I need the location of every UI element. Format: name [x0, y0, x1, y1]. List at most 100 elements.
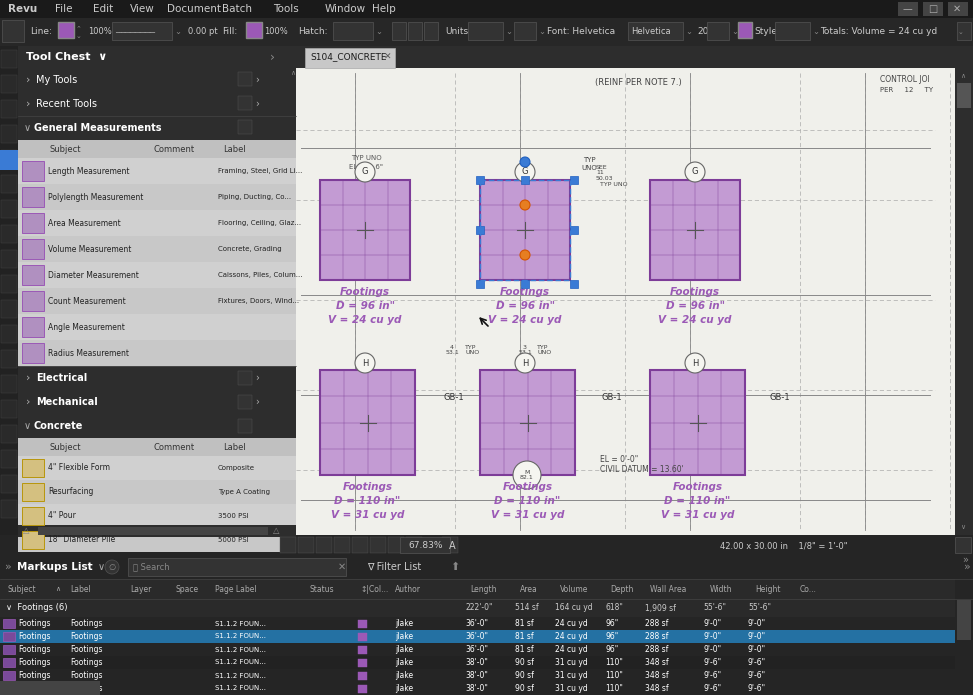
Text: 3
53.1: 3 53.1: [519, 345, 532, 355]
Text: ∅: ∅: [108, 562, 116, 571]
Bar: [18, 366, 296, 390]
Bar: [400, 537, 450, 553]
Text: 90 sf: 90 sf: [515, 658, 534, 667]
Text: 288 sf: 288 sf: [645, 632, 668, 641]
Text: Width: Width: [710, 584, 733, 594]
Bar: [320, 370, 415, 475]
Bar: [1, 450, 17, 468]
Text: Revu: Revu: [8, 4, 37, 14]
Bar: [296, 46, 973, 68]
Bar: [476, 280, 484, 288]
Text: 348 sf: 348 sf: [645, 671, 668, 680]
Bar: [18, 262, 296, 288]
Text: ✕: ✕: [384, 53, 391, 61]
Bar: [298, 537, 314, 553]
Text: ⌄: ⌄: [958, 29, 964, 35]
Bar: [305, 48, 395, 68]
Bar: [296, 68, 955, 535]
Text: Footings: Footings: [670, 287, 720, 297]
Text: 67.83%: 67.83%: [409, 541, 444, 550]
Text: Footings: Footings: [70, 658, 102, 667]
Bar: [18, 210, 296, 236]
Bar: [0, 630, 955, 643]
Bar: [358, 672, 367, 680]
Text: D = 110 in": D = 110 in": [494, 496, 560, 506]
Text: CONTROL JOI: CONTROL JOI: [880, 76, 930, 85]
Bar: [468, 22, 503, 40]
Bar: [358, 633, 367, 641]
Bar: [1, 500, 17, 518]
Circle shape: [685, 353, 705, 373]
Text: G: G: [522, 167, 528, 177]
Circle shape: [513, 461, 541, 489]
Bar: [514, 22, 536, 40]
Text: Composite: Composite: [218, 465, 255, 471]
Text: Edit: Edit: [93, 4, 113, 14]
Text: TYP
UNO: TYP UNO: [465, 345, 480, 355]
Text: Document: Document: [167, 4, 221, 14]
Circle shape: [515, 353, 535, 373]
Text: S104_CONCRETE: S104_CONCRETE: [310, 53, 386, 61]
Text: Help: Help: [372, 4, 396, 14]
Bar: [18, 46, 973, 68]
Bar: [334, 537, 350, 553]
Text: 100%: 100%: [264, 28, 288, 37]
Bar: [38, 527, 268, 535]
Text: V = 24 cu yd: V = 24 cu yd: [659, 315, 732, 325]
Text: S1.1.2 FOUN...: S1.1.2 FOUN...: [215, 685, 266, 692]
Bar: [650, 370, 745, 475]
Text: Units: Units: [445, 28, 468, 37]
Bar: [358, 646, 367, 654]
Text: 3' SOG: 3' SOG: [330, 238, 351, 243]
Text: Concrete: Concrete: [34, 421, 84, 431]
Text: 348 sf: 348 sf: [645, 658, 668, 667]
Bar: [22, 213, 44, 233]
Text: Flooring, Ceiling, Glaz...: Flooring, Ceiling, Glaz...: [218, 220, 301, 226]
Text: jlake: jlake: [395, 671, 414, 680]
Text: EL = 0'-0": EL = 0'-0": [600, 455, 638, 464]
Text: ∇ Filter List: ∇ Filter List: [367, 562, 421, 572]
Bar: [570, 226, 578, 234]
Bar: [18, 390, 296, 414]
Text: Length: Length: [470, 584, 496, 594]
Bar: [0, 617, 955, 630]
Text: ∨: ∨: [24, 123, 31, 133]
Bar: [955, 555, 973, 695]
Bar: [22, 161, 44, 181]
Text: ›: ›: [26, 99, 30, 109]
Text: ⌄: ⌄: [375, 28, 382, 37]
Bar: [0, 0, 973, 18]
Bar: [1, 250, 17, 268]
Bar: [280, 537, 296, 553]
Bar: [18, 438, 296, 456]
Text: 164 cu yd: 164 cu yd: [555, 603, 593, 612]
Text: TYP UNO: TYP UNO: [600, 183, 628, 188]
Text: Label: Label: [223, 145, 246, 154]
Text: jlake: jlake: [395, 684, 414, 693]
Text: Area Measurement: Area Measurement: [48, 218, 121, 227]
Text: TYP
UNO: TYP UNO: [537, 345, 552, 355]
Text: Footings: Footings: [340, 287, 390, 297]
Text: 4" Flexible Form: 4" Flexible Form: [48, 464, 110, 473]
Text: Height: Height: [755, 584, 780, 594]
Bar: [521, 280, 529, 288]
Text: Fill:: Fill:: [222, 28, 237, 37]
Bar: [570, 280, 578, 288]
Text: 618": 618": [605, 603, 623, 612]
Text: Label: Label: [70, 584, 90, 594]
Text: 5000 PSI: 5000 PSI: [218, 537, 249, 543]
Text: Piping, Ducting, Co...: Piping, Ducting, Co...: [218, 194, 291, 200]
Bar: [352, 537, 368, 553]
Text: (REINF PER NOTE 7.): (REINF PER NOTE 7.): [595, 78, 682, 86]
Bar: [0, 555, 973, 695]
Bar: [424, 22, 438, 40]
Text: D = 96 in": D = 96 in": [495, 301, 555, 311]
Text: ⌄: ⌄: [731, 28, 738, 37]
Text: PER     12     TY: PER 12 TY: [880, 87, 933, 93]
Text: jlake: jlake: [395, 645, 414, 654]
Text: Tools: Tools: [273, 4, 299, 14]
Bar: [18, 140, 296, 158]
Text: H: H: [522, 359, 528, 368]
Text: 96": 96": [605, 619, 618, 628]
Text: V = 31 cu yd: V = 31 cu yd: [490, 510, 564, 520]
